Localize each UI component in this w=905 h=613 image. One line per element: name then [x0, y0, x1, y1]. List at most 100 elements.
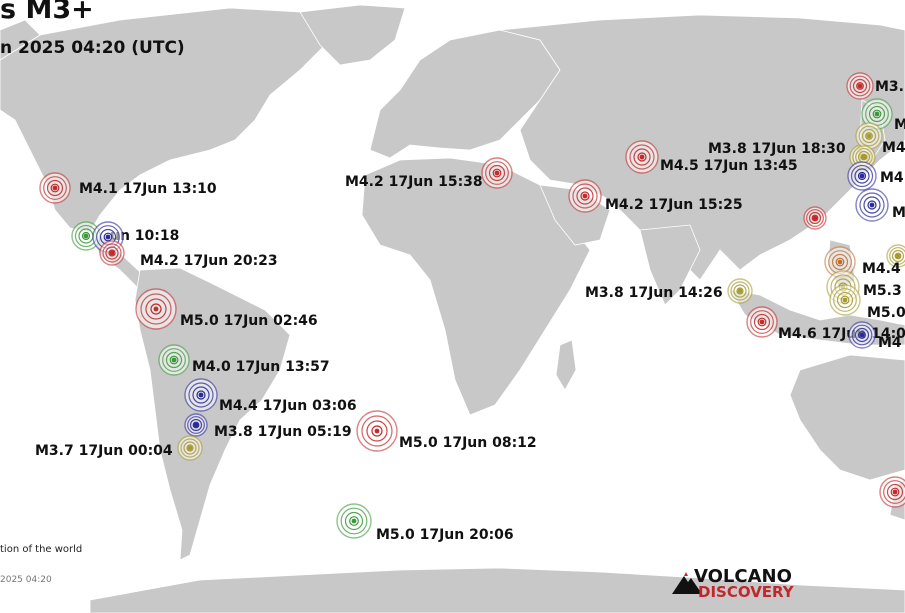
- quake-ring: [879, 476, 905, 508]
- quake-epicenter: [866, 133, 872, 139]
- quake-epicenter: [812, 215, 818, 221]
- quake-marker[interactable]: M4.0 17Jun 13:57: [158, 344, 330, 376]
- quake-ring: [102, 243, 122, 263]
- quake-ring: [872, 109, 882, 119]
- quake-marker[interactable]: M3.8 17Jun 05:19: [184, 413, 352, 440]
- quake-epicenter: [895, 253, 901, 259]
- quake-epicenter: [737, 288, 743, 294]
- quake-ring: [637, 152, 647, 162]
- quake-ring: [108, 249, 116, 257]
- quake-marker[interactable]: M4.4 17Jun 03:06: [184, 378, 357, 414]
- quake-ring: [860, 153, 868, 161]
- quake-epicenter: [198, 392, 204, 398]
- quake-ring: [39, 172, 71, 204]
- quake-ring: [854, 168, 870, 184]
- quake-epicenter: [759, 319, 765, 325]
- quake-ring: [831, 253, 849, 271]
- quake-epicenter: [193, 422, 199, 428]
- quake-ring: [861, 128, 877, 144]
- logo-text-top: VOLCANO: [694, 566, 792, 587]
- quake-marker[interactable]: M4.1 17Jun 13:10: [39, 172, 217, 204]
- quake-ring: [750, 310, 774, 334]
- quake-ring: [356, 410, 398, 452]
- footer-note: tion of the world: [0, 544, 83, 555]
- quake-ring: [492, 168, 502, 178]
- quake-marker[interactable]: M4: [847, 161, 904, 191]
- footer-timestamp: 2025 04:20: [0, 575, 52, 585]
- quake-label: M4.5 17Jun 13:45: [660, 158, 798, 174]
- quake-epicenter: [842, 297, 848, 303]
- quake-label: M3.: [875, 79, 904, 95]
- quake-label: M5.0 17Jun 02:46: [180, 313, 318, 329]
- quake-ring: [847, 161, 877, 191]
- quake-label: M3.8 17Jun 18:30: [708, 141, 846, 157]
- quake-marker[interactable]: [803, 206, 827, 230]
- quake-ring: [840, 295, 850, 305]
- quake-ring: [81, 231, 91, 241]
- quake-label: M4.4 17Jun 03:06: [219, 398, 357, 414]
- quake-ring: [105, 246, 119, 260]
- quake-ring: [43, 176, 67, 200]
- volcano-discovery-logo[interactable]: VOLCANO DISCOVERY: [672, 566, 832, 608]
- quake-marker[interactable]: [879, 476, 905, 508]
- quake-ring: [481, 157, 513, 189]
- quake-ring: [187, 416, 205, 434]
- quake-ring: [488, 164, 506, 182]
- quake-label: M: [892, 205, 905, 221]
- greenland: [299, 4, 406, 66]
- quake-ring: [855, 188, 889, 222]
- quake-marker[interactable]: M5.0 17Jun 02:46: [135, 288, 318, 330]
- quake-marker[interactable]: M5.0 17Jun 20:06: [336, 503, 514, 543]
- landmasses: [0, 4, 905, 613]
- quake-marker[interactable]: M4.2 17Jun 20:23: [99, 240, 278, 269]
- quake-marker[interactable]: M4: [848, 321, 902, 351]
- quake-epicenter: [639, 154, 645, 160]
- quake-ring: [889, 247, 905, 265]
- quake-epicenter: [171, 357, 177, 363]
- quake-marker[interactable]: un 10:18: [71, 221, 179, 251]
- quake-ring: [180, 438, 200, 458]
- quake-epicenter: [109, 250, 115, 256]
- quake-epicenter: [837, 259, 843, 265]
- quake-ring: [833, 288, 857, 312]
- quake-ring: [886, 483, 904, 501]
- quake-epicenter: [869, 202, 875, 208]
- quake-ring: [186, 444, 194, 452]
- quake-ring: [633, 148, 651, 166]
- quake-marker[interactable]: M3.8 17Jun 14:26: [585, 278, 753, 304]
- india: [639, 224, 701, 306]
- quake-marker[interactable]: [855, 122, 883, 150]
- quake-ring: [858, 331, 866, 339]
- quake-ring: [192, 421, 200, 429]
- quake-marker[interactable]: M5.0 17Jun 08:12: [356, 410, 537, 452]
- quake-epicenter: [857, 83, 863, 89]
- quake-ring: [846, 72, 874, 100]
- quake-marker[interactable]: M3.: [846, 72, 904, 100]
- quake-ring: [340, 507, 368, 535]
- quake-ring: [349, 516, 359, 526]
- quake-ring: [867, 200, 877, 210]
- quake-marker[interactable]: M: [861, 98, 905, 133]
- quake-marker[interactable]: M4.4: [824, 246, 901, 278]
- quake-ring: [576, 187, 594, 205]
- quake-ring: [371, 425, 383, 437]
- quake-label: M4.0 17Jun 13:57: [192, 359, 330, 375]
- quake-ring: [183, 441, 197, 455]
- quake-marker[interactable]: [886, 244, 905, 268]
- volcano-logo-icon: [672, 572, 702, 594]
- quake-ring: [808, 211, 822, 225]
- quake-marker[interactable]: M: [855, 188, 905, 222]
- map-title: s M3+: [0, 0, 94, 25]
- quake-ring: [580, 191, 590, 201]
- quake-label: M4.2 17Jun 15:38: [345, 174, 483, 190]
- quake-marker[interactable]: M4.2 17Jun 15:38: [345, 157, 513, 190]
- quake-ring: [184, 413, 208, 437]
- quake-marker[interactable]: M5.0: [829, 284, 905, 321]
- quake-ring: [366, 420, 388, 442]
- quake-ring: [894, 252, 902, 260]
- quake-ring: [848, 321, 876, 349]
- quake-marker[interactable]: M4.5 17Jun 13:45: [625, 140, 798, 174]
- quake-ring: [803, 206, 827, 230]
- quake-marker[interactable]: M4.2 17Jun 15:25: [568, 179, 743, 213]
- quake-marker[interactable]: M3.7 17Jun 00:04: [35, 435, 203, 461]
